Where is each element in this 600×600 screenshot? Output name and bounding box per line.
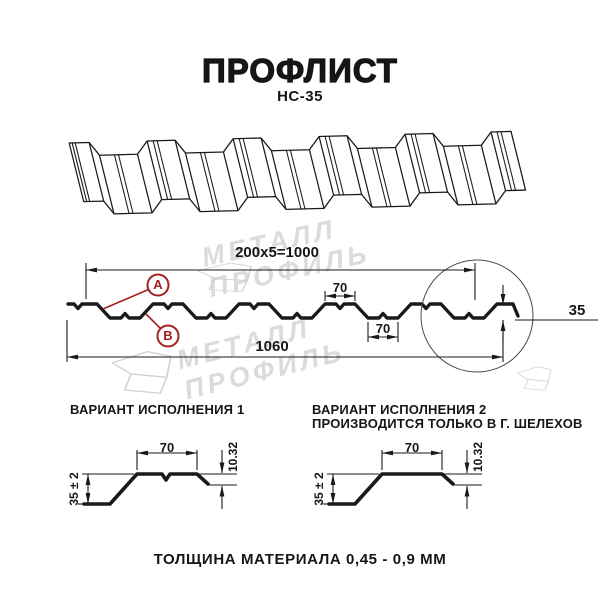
variant2-profile-drawing — [323, 450, 482, 509]
variant2-dim-height: 35 ± 2 — [312, 472, 326, 506]
profile-code: НС-35 — [277, 88, 323, 105]
variant1-title: ВАРИАНТ ИСПОЛНЕНИЯ 1 — [70, 402, 245, 417]
variant2-dim-lap: 10.32 — [471, 441, 485, 473]
sheet-3d-drawing — [68, 130, 527, 215]
logo-mark-3 — [516, 366, 552, 391]
logo-watermark-shapes — [111, 262, 552, 394]
variant2-dim-top: 70 — [404, 440, 420, 455]
dim-rib-bottom-width: 70 — [375, 321, 391, 336]
dim-coverage-width: 200х5=1000 — [235, 244, 319, 261]
variant1-dim-top: 70 — [159, 440, 175, 455]
section-profile-drawing — [66, 302, 520, 320]
page-title: ПРОФЛИСТ — [201, 51, 398, 89]
variant2-subtitle: ПРОИЗВОДИТСЯ ТОЛЬКО В Г. ШЕЛЕХОВ — [312, 416, 583, 431]
dim-total-width: 1060 — [255, 338, 289, 355]
dim-rib-top-width: 70 — [332, 280, 348, 295]
logo-mark-1 — [197, 262, 252, 293]
variant1-dim-lap: 10.32 — [226, 441, 240, 473]
variant1-dim-height: 35 ± 2 — [67, 472, 81, 506]
variant1-profile-drawing — [78, 450, 237, 509]
logo-mark-2 — [111, 350, 172, 394]
dim-profile-height: 35 — [568, 302, 586, 319]
section-dimensions — [66, 263, 598, 362]
variant2-title: ВАРИАНТ ИСПОЛНЕНИЯ 2 — [312, 402, 487, 417]
callout-markers — [102, 273, 180, 348]
callout-b-label: B — [163, 328, 173, 344]
detail-circle — [420, 259, 534, 373]
callout-a-label: A — [153, 277, 163, 293]
material-thickness-note: ТОЛЩИНА МАТЕРИАЛА 0,45 - 0,9 ММ — [153, 551, 447, 568]
